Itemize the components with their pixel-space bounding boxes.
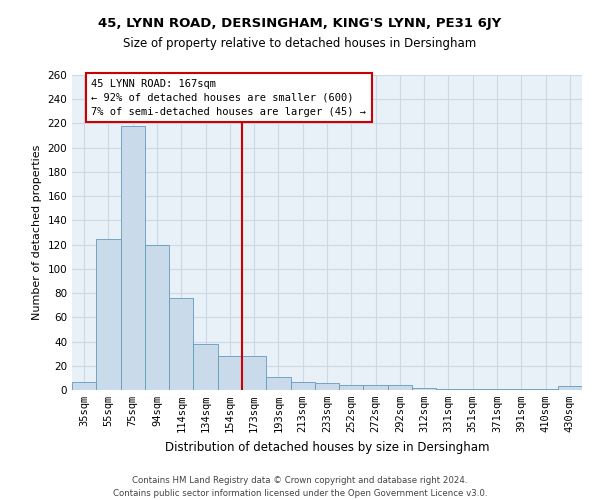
Bar	[96, 238, 121, 390]
Y-axis label: Number of detached properties: Number of detached properties	[32, 145, 42, 320]
Bar	[145, 244, 169, 390]
Bar	[436, 389, 461, 390]
Bar	[558, 386, 582, 390]
Bar	[533, 389, 558, 390]
Bar	[242, 356, 266, 390]
Bar	[193, 344, 218, 390]
Bar	[485, 389, 509, 390]
Bar	[315, 382, 339, 390]
Bar	[339, 385, 364, 390]
Bar	[388, 385, 412, 390]
Bar	[509, 389, 533, 390]
Bar	[218, 356, 242, 390]
Bar	[412, 388, 436, 390]
Text: 45 LYNN ROAD: 167sqm
← 92% of detached houses are smaller (600)
7% of semi-detac: 45 LYNN ROAD: 167sqm ← 92% of detached h…	[91, 78, 367, 116]
X-axis label: Distribution of detached houses by size in Dersingham: Distribution of detached houses by size …	[165, 440, 489, 454]
Bar	[461, 389, 485, 390]
Text: Contains HM Land Registry data © Crown copyright and database right 2024.
Contai: Contains HM Land Registry data © Crown c…	[113, 476, 487, 498]
Bar	[290, 382, 315, 390]
Text: 45, LYNN ROAD, DERSINGHAM, KING'S LYNN, PE31 6JY: 45, LYNN ROAD, DERSINGHAM, KING'S LYNN, …	[98, 18, 502, 30]
Bar	[72, 382, 96, 390]
Text: Size of property relative to detached houses in Dersingham: Size of property relative to detached ho…	[124, 38, 476, 51]
Bar	[169, 298, 193, 390]
Bar	[364, 385, 388, 390]
Bar	[266, 376, 290, 390]
Bar	[121, 126, 145, 390]
